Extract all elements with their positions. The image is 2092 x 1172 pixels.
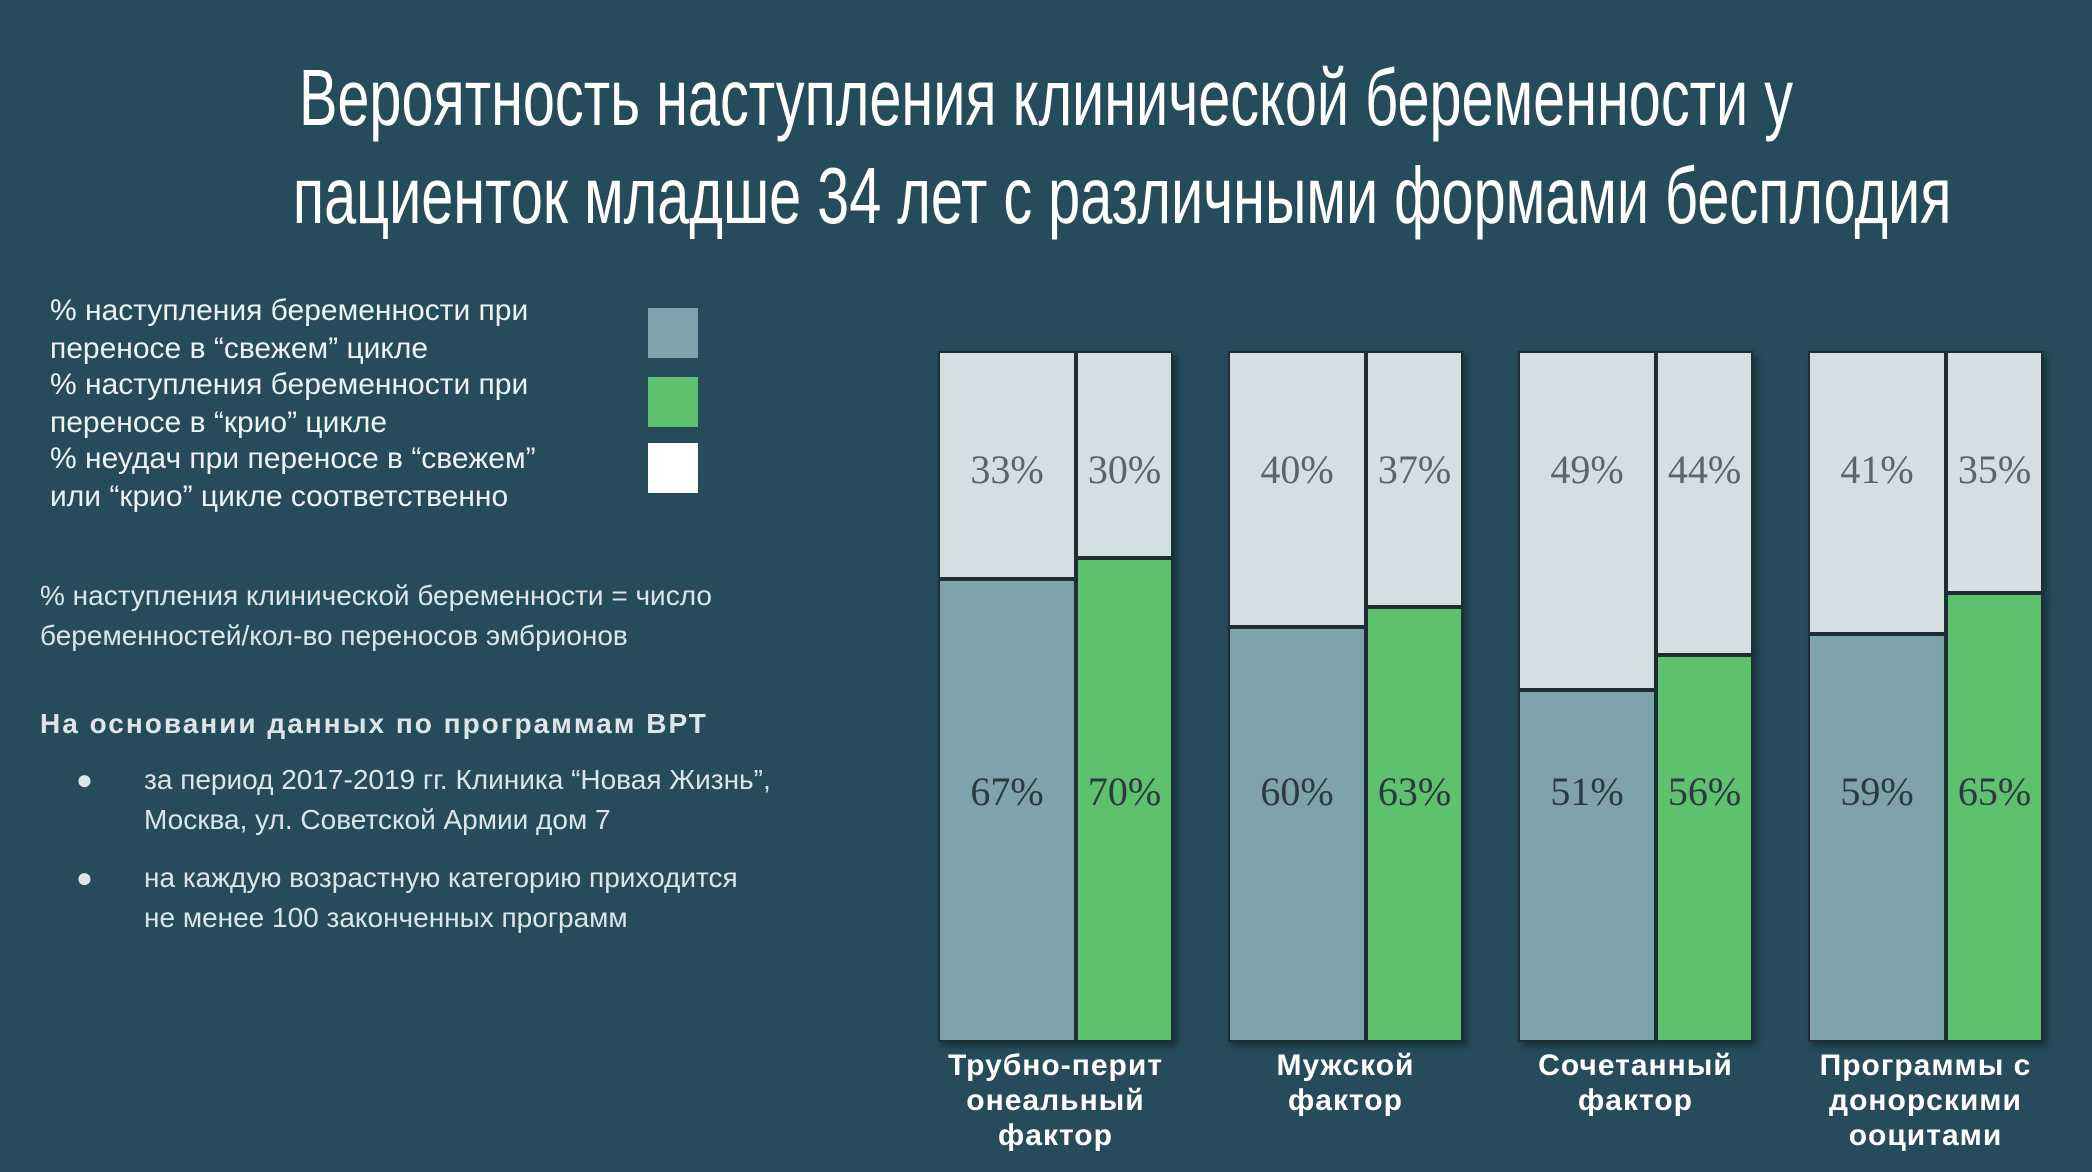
x-tick-label: Трубно-перит онеальный фактор: [947, 1049, 1164, 1152]
bar: [1518, 689, 1656, 1042]
failure-label: 37%: [1377, 447, 1452, 492]
bar: [1946, 592, 2043, 1042]
definition: % наступления клинической беременности =…: [40, 580, 712, 651]
bar: [1076, 558, 1173, 1042]
bullet-dot: ●: [76, 862, 93, 893]
bullet: за период 2017-2019 гг. Клиника “Новая Ж…: [144, 764, 771, 835]
value-label: 67%: [970, 769, 1044, 814]
x-tick-label: Мужской фактор: [1276, 1049, 1415, 1117]
chart-title: Вероятность наступления клинической бере…: [298, 53, 1794, 142]
failure-label: 30%: [1087, 447, 1162, 492]
heading: На основании данных по программам ВРТ: [40, 708, 708, 739]
bar: [938, 579, 1076, 1042]
value-label: 70%: [1087, 769, 1162, 814]
x-tick-label: Программы с донорскими ооцитами: [1819, 1049, 2032, 1152]
legend-label: % неудач при переносе в “свежем” или “кр…: [50, 442, 536, 513]
value-label: 60%: [1260, 769, 1334, 814]
bar-failure: [1946, 351, 2043, 593]
bar-failure: [1076, 351, 1173, 559]
failure-label: 35%: [1957, 447, 2032, 492]
bar-failure: [1228, 351, 1366, 628]
value-label: 63%: [1377, 769, 1452, 814]
legend-label: % наступления беременности при переносе …: [50, 368, 529, 439]
bar-failure: [938, 351, 1076, 580]
bullet-dot: ●: [76, 764, 93, 795]
bar: [1228, 627, 1366, 1042]
bullet: на каждую возрастную категорию приходитс…: [144, 862, 738, 933]
bar: [1808, 634, 1946, 1042]
bar: [1656, 655, 1753, 1042]
bar-failure: [1366, 351, 1463, 607]
legend-swatch: [648, 443, 698, 493]
bar-failure: [1656, 351, 1753, 656]
value-label: 56%: [1667, 769, 1742, 814]
legend-swatch: [648, 377, 698, 427]
failure-label: 41%: [1840, 447, 1914, 492]
x-tick-label: Сочетанный фактор: [1538, 1049, 1733, 1117]
chart-title: пациенток младше 34 лет с различными фор…: [292, 151, 1952, 240]
value-label: 51%: [1550, 769, 1624, 814]
bar-failure: [1518, 351, 1656, 690]
failure-label: 33%: [970, 447, 1044, 492]
bar: [1366, 606, 1463, 1042]
failure-label: 44%: [1667, 447, 1742, 492]
value-label: 65%: [1957, 769, 2032, 814]
bar-failure: [1808, 351, 1946, 635]
legend-label: % наступления беременности при переносе …: [50, 294, 529, 365]
value-label: 59%: [1840, 769, 1914, 814]
failure-label: 49%: [1550, 447, 1624, 492]
failure-label: 40%: [1260, 447, 1334, 492]
legend-swatch: [648, 308, 698, 358]
